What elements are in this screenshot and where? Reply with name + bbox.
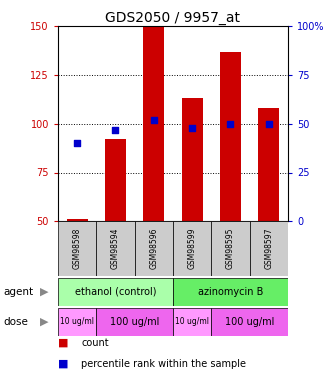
Point	[151, 117, 157, 123]
Text: ■: ■	[58, 359, 69, 369]
Text: agent: agent	[3, 287, 33, 297]
Bar	[58, 278, 173, 306]
Bar	[173, 221, 211, 276]
Bar	[258, 108, 279, 221]
Text: dose: dose	[3, 317, 28, 327]
Text: GSM98594: GSM98594	[111, 228, 120, 269]
Text: count: count	[81, 338, 109, 348]
Text: GSM98598: GSM98598	[72, 228, 82, 269]
Bar	[96, 308, 173, 336]
Bar	[211, 221, 250, 276]
Point	[228, 121, 233, 127]
Bar	[58, 221, 96, 276]
Text: GSM98599: GSM98599	[188, 228, 197, 269]
Text: ■: ■	[58, 338, 69, 348]
Text: 100 ug/ml: 100 ug/ml	[110, 316, 159, 327]
Text: GSM98597: GSM98597	[264, 228, 273, 269]
Bar	[220, 52, 241, 221]
Point	[113, 127, 118, 133]
Text: GSM98595: GSM98595	[226, 228, 235, 269]
Text: ▶: ▶	[40, 317, 49, 327]
Bar	[173, 278, 288, 306]
Text: GSM98596: GSM98596	[149, 228, 158, 269]
Bar	[173, 308, 211, 336]
Bar	[58, 308, 96, 336]
Text: 100 ug/ml: 100 ug/ml	[225, 316, 274, 327]
Bar	[182, 98, 203, 221]
Text: 10 ug/ml: 10 ug/ml	[60, 317, 94, 326]
Text: ▶: ▶	[40, 287, 49, 297]
Bar	[135, 221, 173, 276]
Text: percentile rank within the sample: percentile rank within the sample	[81, 359, 246, 369]
Bar	[105, 140, 126, 221]
Point	[189, 124, 195, 130]
Bar	[211, 308, 288, 336]
Bar	[96, 221, 135, 276]
Point	[74, 140, 80, 146]
Bar	[143, 26, 164, 221]
Text: azinomycin B: azinomycin B	[198, 286, 263, 297]
Point	[266, 121, 271, 127]
Bar	[67, 219, 88, 221]
Text: 10 ug/ml: 10 ug/ml	[175, 317, 209, 326]
Title: GDS2050 / 9957_at: GDS2050 / 9957_at	[106, 11, 240, 25]
Bar	[250, 221, 288, 276]
Text: ethanol (control): ethanol (control)	[75, 286, 156, 297]
